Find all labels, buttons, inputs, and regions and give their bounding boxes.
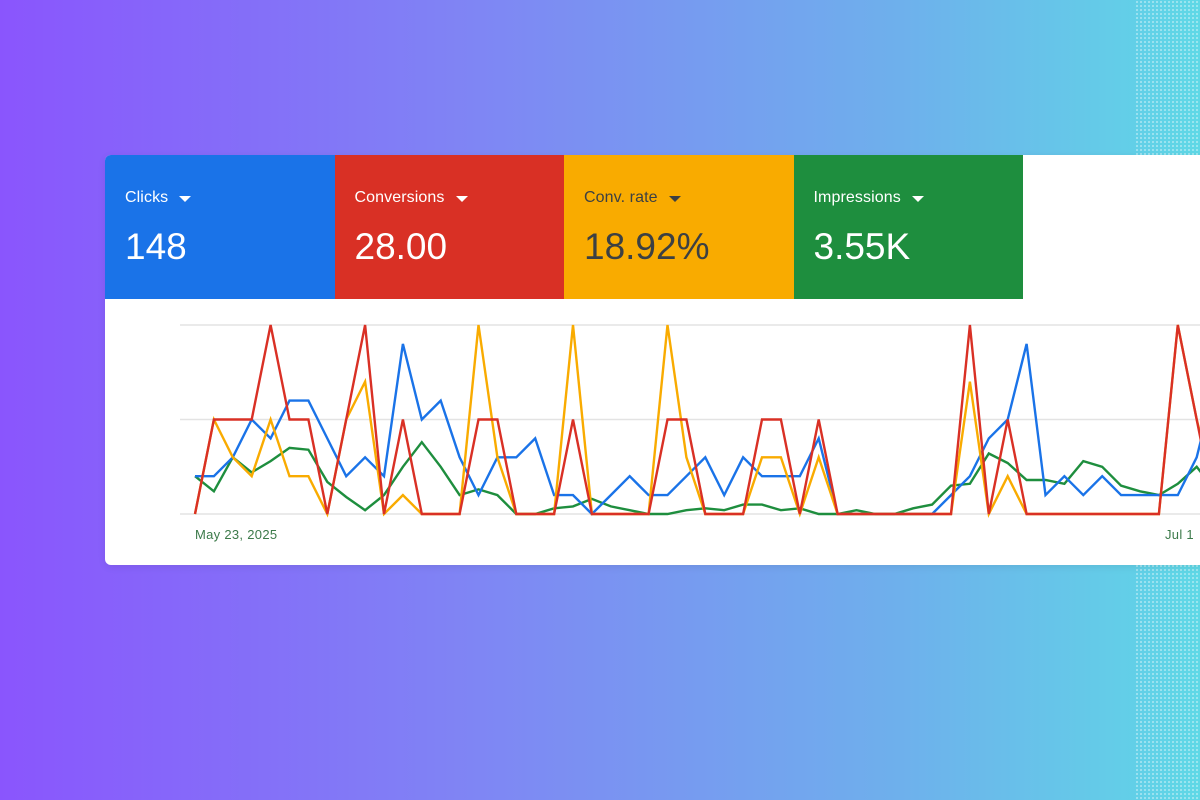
metric-tile-header: Clicks — [125, 188, 335, 208]
chart-series — [193, 324, 1200, 518]
metric-tile-conversions[interactable]: Conversions 28.00 — [334, 155, 565, 299]
performance-card: Clicks 148 Conversions 28.00 Conv. rate … — [105, 155, 1200, 565]
metric-tiles: Clicks 148 Conversions 28.00 Conv. rate … — [105, 155, 1023, 299]
series-line-conversions — [193, 324, 1200, 516]
metric-value: 18.92% — [584, 226, 710, 267]
metric-label: Conversions — [354, 189, 445, 206]
metric-tile-header: Conv. rate — [584, 188, 794, 208]
metric-label: Clicks — [125, 189, 169, 206]
metric-tile-header: Impressions — [814, 188, 1024, 208]
line-chart: May 23, 2025 Jul 1 — [105, 299, 1200, 565]
caret-down-icon[interactable] — [455, 195, 468, 202]
x-tick-label-end: Jul 1 — [1165, 527, 1194, 542]
metric-value: 148 — [125, 226, 187, 267]
metric-tile-conv-rate[interactable]: Conv. rate 18.92% — [564, 155, 794, 299]
caret-down-icon[interactable] — [668, 195, 681, 202]
caret-down-icon[interactable] — [911, 195, 924, 202]
series-line-clicks — [195, 343, 1200, 516]
chart-svg: May 23, 2025 Jul 1 — [180, 324, 1200, 542]
caret-down-icon[interactable] — [179, 195, 192, 202]
metric-tile-clicks[interactable]: Clicks 148 — [105, 155, 335, 299]
metric-value: 28.00 — [354, 226, 448, 267]
metric-label: Impressions — [813, 189, 901, 206]
metric-tile-impressions[interactable]: Impressions 3.55K — [793, 155, 1024, 299]
metric-value: 3.55K — [813, 226, 911, 267]
x-tick-label-start: May 23, 2025 — [195, 527, 277, 542]
metric-tile-header: Conversions — [355, 188, 565, 208]
metric-label: Conv. rate — [584, 189, 658, 206]
series-line-impressions — [194, 440, 1200, 516]
